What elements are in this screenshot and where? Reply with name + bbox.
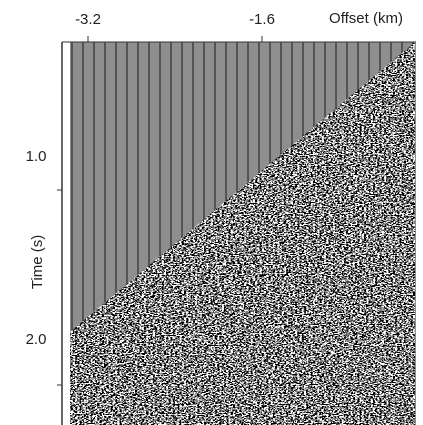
x-tick-label: -1.6	[249, 11, 275, 28]
y-tick-label: 1.0	[26, 148, 47, 165]
x-tick-label: -3.2	[75, 11, 101, 28]
x-axis-label: Offset (km)	[329, 10, 403, 27]
y-axis-label: Time (s)	[29, 235, 46, 289]
y-tick-label: 2.0	[26, 331, 47, 348]
